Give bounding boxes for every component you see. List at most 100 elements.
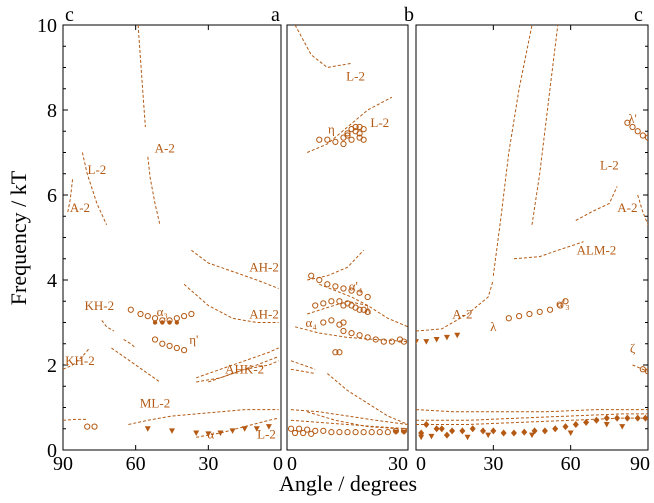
annotation: AH-2 bbox=[249, 306, 279, 321]
data-point bbox=[304, 426, 311, 433]
data-point bbox=[356, 332, 363, 339]
annotation: A-2 bbox=[617, 200, 637, 215]
annotation: KH-2 bbox=[85, 298, 115, 313]
data-point bbox=[642, 414, 648, 422]
data-point bbox=[159, 340, 166, 347]
data-point bbox=[380, 338, 387, 345]
data-point bbox=[364, 293, 371, 301]
data-point bbox=[352, 429, 359, 436]
y-tick-label: 2 bbox=[47, 355, 57, 377]
series-line bbox=[637, 194, 648, 225]
data-point bbox=[344, 130, 351, 137]
annotation: A-2 bbox=[155, 141, 175, 156]
x-tick-label: 60 bbox=[126, 453, 146, 475]
data-point bbox=[265, 424, 272, 430]
annotation: λ bbox=[490, 319, 497, 334]
x-tick-label: 30 bbox=[483, 453, 503, 475]
x-axis-title: Angle / degrees bbox=[279, 471, 417, 496]
series-line bbox=[128, 409, 279, 425]
data-point bbox=[376, 429, 383, 436]
series-line bbox=[632, 364, 648, 372]
series-line bbox=[492, 25, 533, 276]
data-point bbox=[529, 432, 535, 439]
data-point bbox=[336, 349, 343, 356]
data-point bbox=[328, 317, 335, 324]
data-point bbox=[388, 338, 395, 345]
series-line bbox=[294, 25, 352, 69]
corner-label: b bbox=[404, 4, 414, 26]
data-point bbox=[368, 429, 375, 436]
data-point bbox=[485, 432, 492, 439]
data-point bbox=[205, 431, 212, 437]
data-point bbox=[344, 132, 351, 139]
annotation: L-2 bbox=[257, 427, 276, 442]
data-point bbox=[454, 332, 461, 339]
data-point bbox=[428, 433, 435, 440]
data-point bbox=[340, 285, 347, 292]
y-axis-title: Frequency / kT bbox=[6, 170, 31, 305]
data-point bbox=[572, 421, 579, 428]
x-tick-label: 30 bbox=[198, 453, 218, 475]
series-line bbox=[81, 152, 108, 226]
data-point bbox=[320, 319, 327, 326]
data-point bbox=[500, 429, 507, 437]
series-line bbox=[111, 347, 161, 383]
data-point bbox=[423, 421, 430, 428]
y-tick-label: 6 bbox=[47, 185, 57, 207]
data-point bbox=[144, 426, 151, 432]
data-point bbox=[603, 422, 610, 428]
data-point bbox=[392, 429, 399, 436]
data-point bbox=[127, 306, 134, 313]
data-point bbox=[308, 272, 315, 279]
data-point bbox=[328, 298, 335, 305]
data-point bbox=[217, 430, 224, 436]
data-point bbox=[348, 330, 355, 337]
data-point bbox=[449, 427, 456, 435]
data-point bbox=[166, 342, 173, 349]
data-point bbox=[567, 430, 574, 436]
data-point bbox=[644, 368, 648, 375]
data-point bbox=[372, 336, 379, 343]
series-line bbox=[290, 409, 408, 425]
data-point bbox=[300, 429, 307, 437]
data-point bbox=[287, 425, 295, 432]
data-point bbox=[624, 119, 631, 126]
data-point bbox=[320, 427, 327, 434]
data-point bbox=[384, 429, 391, 436]
data-point bbox=[433, 337, 440, 343]
annotation: λ' bbox=[628, 111, 637, 126]
data-point bbox=[469, 425, 476, 433]
annotation: α₄ bbox=[306, 315, 318, 330]
data-point bbox=[356, 289, 363, 296]
series-line bbox=[416, 409, 648, 413]
data-point bbox=[624, 414, 631, 422]
data-point bbox=[340, 327, 347, 335]
annotation: KH-2 bbox=[65, 353, 95, 368]
data-point bbox=[443, 334, 450, 341]
data-point bbox=[173, 344, 180, 352]
series-line bbox=[326, 373, 408, 425]
x-tick-label: 0 bbox=[416, 453, 426, 475]
data-point bbox=[320, 300, 327, 307]
series-line bbox=[513, 241, 584, 260]
data-point bbox=[360, 126, 367, 133]
panel-frame-c-a bbox=[62, 24, 282, 451]
data-point bbox=[614, 414, 621, 422]
panel-data-a-b bbox=[287, 25, 408, 437]
data-point bbox=[296, 425, 303, 432]
data-point bbox=[644, 134, 648, 141]
series-line bbox=[575, 186, 618, 221]
annotation: λ bbox=[365, 302, 372, 317]
data-point bbox=[348, 287, 355, 294]
data-point bbox=[438, 425, 445, 433]
data-point bbox=[332, 138, 339, 145]
data-point bbox=[464, 434, 471, 441]
panel-data-b-c bbox=[416, 25, 648, 441]
data-point bbox=[360, 429, 367, 436]
series-line bbox=[196, 360, 279, 383]
series-line bbox=[307, 411, 400, 430]
annotation: L-2 bbox=[370, 115, 389, 130]
series-line bbox=[196, 347, 279, 379]
series-line bbox=[416, 413, 648, 421]
